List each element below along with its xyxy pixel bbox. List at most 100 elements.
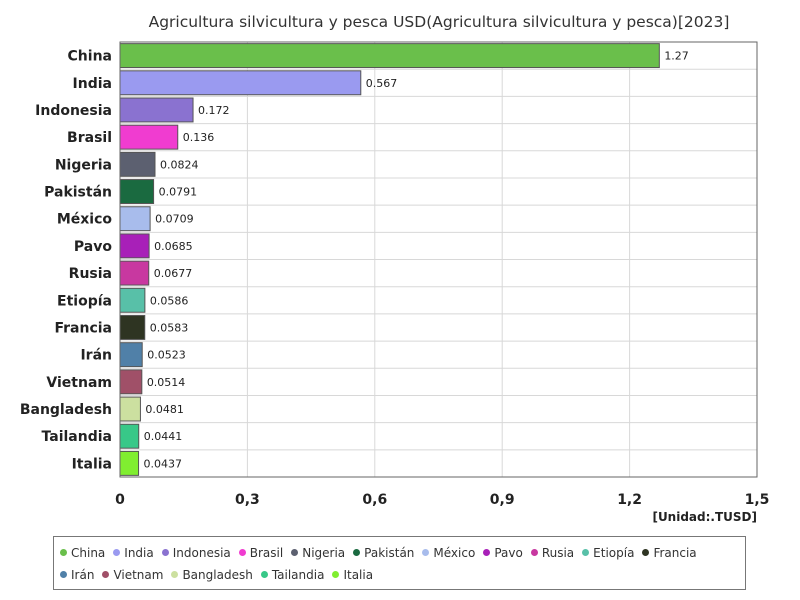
- data-label: 0.172: [198, 104, 230, 117]
- category-label: Pakistán: [44, 185, 112, 201]
- legend-dot-icon: [483, 549, 491, 556]
- legend-dot-icon: [582, 549, 590, 556]
- legend-item: Francia: [642, 542, 697, 564]
- legend-label: México: [433, 546, 476, 560]
- data-label: 0.567: [366, 77, 398, 90]
- category-label: Rusia: [69, 266, 112, 282]
- data-label: 0.0437: [144, 457, 183, 470]
- category-label: Italia: [72, 456, 112, 472]
- bar-brasil: [119, 124, 179, 150]
- category-label: China: [68, 49, 112, 65]
- data-label: 0.0441: [144, 430, 183, 443]
- legend-label: Rusia: [541, 546, 575, 560]
- legend-label: Pakistán: [364, 546, 415, 560]
- x-tick-label: 1,5: [745, 492, 770, 508]
- legend-item: Vietnam: [102, 564, 163, 586]
- unit-label: [Unidad:.TUSD]: [652, 510, 757, 524]
- legend-label: Bangladesh: [182, 568, 253, 582]
- bar-méxico: [119, 206, 151, 232]
- bar-irán: [119, 342, 143, 368]
- legend-dot-icon: [238, 549, 246, 556]
- bar-rusia: [119, 260, 150, 286]
- data-label: 0.0677: [154, 267, 193, 280]
- legend-item: Pavo: [483, 542, 523, 564]
- legend-label: Etiopía: [593, 546, 635, 560]
- bar-tailandia: [119, 423, 140, 449]
- grid-lines: [119, 42, 758, 477]
- category-label: Francia: [54, 320, 112, 336]
- legend-item: Brasil: [238, 542, 284, 564]
- legend-item: Nigeria: [291, 542, 345, 564]
- bar-chart: Agricultura silvicultura y pesca USD(Agr…: [20, 13, 770, 524]
- legend-item: Etiopía: [582, 542, 634, 564]
- legend-item: India: [113, 542, 154, 564]
- data-label: 1.27: [664, 50, 689, 63]
- data-label: 0.0685: [154, 240, 193, 253]
- category-label: Nigeria: [55, 157, 112, 173]
- data-label: 0.0824: [160, 158, 199, 171]
- bar-china: [119, 43, 660, 69]
- legend-item: China: [60, 542, 105, 564]
- legend-item: Rusia: [530, 542, 575, 564]
- legend-dot-icon: [113, 549, 121, 556]
- legend-label: Pavo: [494, 546, 523, 560]
- legend-dot-icon: [171, 571, 179, 578]
- legend-dot-icon: [422, 549, 430, 556]
- legend: China India Indonesia Brasil Nigeria Pakistán…: [53, 536, 746, 590]
- legend-dot-icon: [291, 549, 299, 556]
- data-label: 0.0514: [147, 376, 186, 389]
- legend-label: Irán: [71, 568, 95, 582]
- legend-label: Francia: [653, 546, 697, 560]
- legend-label: China: [71, 546, 106, 560]
- legend-label: Vietnam: [113, 568, 164, 582]
- bar-bangladesh: [119, 396, 141, 422]
- legend-dot-icon: [530, 549, 538, 556]
- bar-india: [119, 70, 362, 96]
- legend-dot-icon: [60, 571, 67, 578]
- legend-item: Indonesia: [161, 542, 231, 564]
- data-label: 0.0481: [145, 403, 184, 416]
- x-tick-label: 0,9: [490, 492, 515, 508]
- bar-indonesia: [119, 97, 194, 123]
- legend-item: México: [422, 542, 475, 564]
- legend-dot-icon: [260, 571, 268, 578]
- data-label: 0.0791: [159, 186, 198, 199]
- category-label: México: [57, 212, 113, 228]
- bar-nigeria: [119, 151, 156, 177]
- x-tick-label: 0: [115, 492, 125, 508]
- legend-item: Italia: [332, 564, 373, 586]
- legend-dot-icon: [102, 571, 110, 578]
- legend-label: Indonesia: [172, 546, 231, 560]
- legend-label: India: [124, 546, 154, 560]
- category-label: Pavo: [74, 239, 112, 255]
- category-label: Etiopía: [57, 293, 112, 309]
- category-label: Indonesia: [35, 103, 112, 119]
- legend-dot-icon: [642, 549, 650, 556]
- bar-francia: [119, 315, 146, 340]
- legend-label: Tailandia: [271, 568, 325, 582]
- data-label: 0.0523: [147, 349, 186, 362]
- data-label: 0.0583: [150, 321, 189, 334]
- bar-italia: [119, 450, 140, 476]
- legend-label: Brasil: [249, 546, 284, 560]
- data-label: 0.136: [183, 131, 215, 144]
- legend-dot-icon: [161, 549, 169, 556]
- category-label: Vietnam: [46, 375, 112, 391]
- bar-pakistán: [119, 179, 155, 204]
- category-labels: China India Indonesia Brasil Nigeria Pakistán…: [20, 49, 113, 473]
- bar-pavo: [119, 233, 150, 259]
- legend-label: Italia: [343, 568, 374, 582]
- category-label: Tailandia: [42, 429, 112, 445]
- category-label: Irán: [80, 348, 112, 364]
- legend-dot-icon: [60, 549, 67, 556]
- plot-frame: [119, 41, 758, 478]
- x-tick-label: 0,6: [362, 492, 387, 508]
- data-label: 0.0709: [155, 213, 194, 226]
- bar-vietnam: [119, 369, 143, 395]
- data-label: 0.0586: [150, 294, 189, 307]
- category-label: India: [73, 76, 112, 92]
- chart-title: Agricultura silvicultura y pesca USD(Agr…: [149, 13, 730, 31]
- x-tick-labels: 0 0,3 0,6 0,9 1,2 1,5: [115, 492, 769, 508]
- bar-etiopía: [119, 287, 146, 313]
- legend-dot-icon: [353, 549, 361, 556]
